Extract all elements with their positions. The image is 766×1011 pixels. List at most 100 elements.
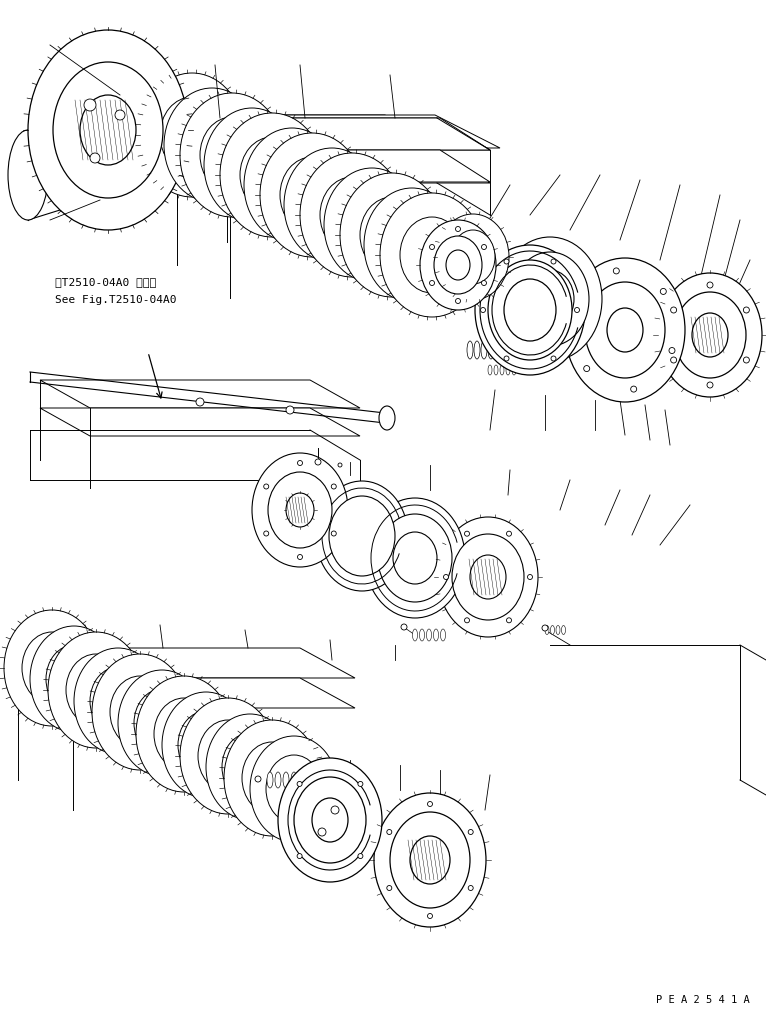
- Ellipse shape: [92, 654, 188, 770]
- Ellipse shape: [556, 626, 560, 635]
- Ellipse shape: [46, 645, 102, 713]
- Ellipse shape: [475, 245, 585, 375]
- Circle shape: [84, 99, 96, 111]
- Ellipse shape: [420, 220, 496, 310]
- Ellipse shape: [511, 252, 589, 346]
- Polygon shape: [177, 118, 490, 150]
- Circle shape: [482, 280, 486, 285]
- Text: 第T2510-04A0 図参照: 第T2510-04A0 図参照: [55, 277, 156, 287]
- Ellipse shape: [80, 95, 136, 165]
- Ellipse shape: [526, 270, 574, 328]
- Ellipse shape: [393, 532, 437, 584]
- Ellipse shape: [512, 365, 516, 375]
- Ellipse shape: [545, 626, 549, 635]
- Circle shape: [387, 829, 391, 834]
- Circle shape: [430, 280, 434, 285]
- Ellipse shape: [470, 555, 506, 599]
- Ellipse shape: [451, 229, 495, 284]
- Circle shape: [331, 531, 336, 536]
- Ellipse shape: [242, 742, 302, 814]
- Ellipse shape: [488, 260, 572, 360]
- Circle shape: [584, 366, 590, 372]
- Ellipse shape: [280, 157, 344, 233]
- Ellipse shape: [118, 670, 206, 776]
- Ellipse shape: [420, 629, 424, 641]
- Ellipse shape: [342, 189, 402, 261]
- Ellipse shape: [498, 237, 602, 361]
- Circle shape: [743, 357, 749, 363]
- Ellipse shape: [278, 758, 382, 882]
- Ellipse shape: [427, 629, 431, 641]
- Ellipse shape: [224, 720, 320, 836]
- Ellipse shape: [607, 308, 643, 352]
- Ellipse shape: [154, 698, 214, 770]
- Ellipse shape: [53, 62, 163, 198]
- Ellipse shape: [286, 493, 314, 527]
- Polygon shape: [175, 115, 435, 145]
- Circle shape: [115, 110, 125, 120]
- Ellipse shape: [200, 117, 264, 193]
- Ellipse shape: [446, 250, 470, 280]
- Circle shape: [318, 828, 326, 836]
- Circle shape: [504, 356, 509, 361]
- Circle shape: [506, 618, 512, 623]
- Ellipse shape: [452, 534, 524, 620]
- Circle shape: [468, 886, 473, 891]
- Circle shape: [480, 307, 486, 312]
- Circle shape: [468, 829, 473, 834]
- Circle shape: [331, 484, 336, 489]
- Ellipse shape: [561, 626, 565, 635]
- Ellipse shape: [140, 73, 244, 197]
- Ellipse shape: [382, 209, 442, 281]
- Ellipse shape: [198, 720, 258, 792]
- Ellipse shape: [90, 667, 146, 735]
- Ellipse shape: [316, 481, 408, 591]
- Ellipse shape: [180, 93, 284, 217]
- Ellipse shape: [380, 193, 484, 317]
- Ellipse shape: [340, 173, 444, 297]
- Polygon shape: [40, 380, 360, 408]
- Ellipse shape: [365, 498, 465, 618]
- Ellipse shape: [438, 517, 538, 637]
- Ellipse shape: [374, 793, 486, 927]
- Ellipse shape: [222, 733, 278, 801]
- Ellipse shape: [294, 777, 366, 863]
- Circle shape: [331, 806, 339, 814]
- Ellipse shape: [467, 341, 473, 359]
- Text: P E A 2 5 4 1 A: P E A 2 5 4 1 A: [656, 995, 750, 1005]
- Ellipse shape: [284, 148, 380, 262]
- Circle shape: [358, 782, 363, 787]
- Ellipse shape: [410, 836, 450, 884]
- Circle shape: [315, 459, 321, 465]
- Ellipse shape: [400, 217, 464, 293]
- Ellipse shape: [674, 292, 746, 378]
- Ellipse shape: [110, 676, 170, 748]
- Ellipse shape: [22, 632, 82, 704]
- Circle shape: [482, 245, 486, 250]
- Circle shape: [456, 226, 460, 232]
- Ellipse shape: [206, 714, 294, 820]
- Ellipse shape: [481, 341, 487, 359]
- Ellipse shape: [474, 341, 480, 359]
- Ellipse shape: [30, 626, 118, 732]
- Polygon shape: [177, 150, 490, 183]
- Ellipse shape: [28, 30, 188, 229]
- Ellipse shape: [585, 282, 665, 378]
- Ellipse shape: [364, 188, 460, 302]
- Ellipse shape: [268, 472, 332, 548]
- Ellipse shape: [48, 632, 144, 748]
- Ellipse shape: [551, 626, 555, 635]
- Ellipse shape: [379, 406, 395, 430]
- Circle shape: [264, 531, 269, 536]
- Ellipse shape: [291, 772, 297, 788]
- Circle shape: [504, 259, 509, 264]
- Circle shape: [630, 386, 637, 392]
- Circle shape: [551, 356, 556, 361]
- Ellipse shape: [565, 258, 685, 402]
- Ellipse shape: [320, 177, 384, 253]
- Ellipse shape: [324, 168, 420, 282]
- Circle shape: [660, 288, 666, 294]
- Ellipse shape: [413, 629, 417, 641]
- Circle shape: [444, 574, 449, 579]
- Circle shape: [297, 554, 303, 559]
